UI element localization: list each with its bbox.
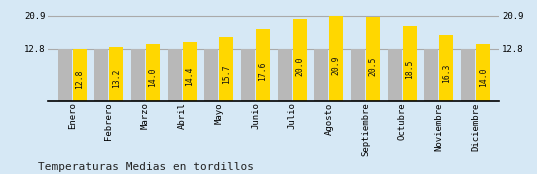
Bar	[351, 49, 365, 101]
Bar	[241, 49, 255, 101]
Bar	[314, 49, 328, 101]
Bar	[461, 49, 475, 101]
Text: 20.5: 20.5	[368, 56, 378, 76]
Text: 16.3: 16.3	[442, 63, 451, 83]
Bar	[403, 26, 417, 101]
Bar	[329, 16, 343, 101]
Text: 15.7: 15.7	[222, 64, 231, 84]
Bar	[183, 42, 197, 101]
Text: Temperaturas Medias en tordillos: Temperaturas Medias en tordillos	[38, 162, 253, 172]
Bar	[476, 44, 490, 101]
Bar	[146, 44, 160, 101]
Text: 14.0: 14.0	[149, 67, 157, 87]
Text: 13.2: 13.2	[112, 69, 121, 88]
Text: 12.8: 12.8	[75, 69, 84, 89]
Bar	[168, 49, 182, 101]
Text: 20.9: 20.9	[332, 56, 341, 75]
Text: 18.5: 18.5	[405, 60, 414, 79]
Text: 14.4: 14.4	[185, 66, 194, 86]
Bar	[205, 49, 219, 101]
Bar	[366, 17, 380, 101]
Text: 14.0: 14.0	[478, 67, 488, 87]
Bar	[388, 49, 402, 101]
Bar	[72, 49, 86, 101]
Bar	[110, 47, 124, 101]
Bar	[278, 49, 292, 101]
Bar	[439, 35, 453, 101]
Bar	[220, 37, 234, 101]
Bar	[95, 49, 108, 101]
Bar	[131, 49, 145, 101]
Bar	[424, 49, 438, 101]
Bar	[256, 29, 270, 101]
Text: 17.6: 17.6	[258, 61, 267, 81]
Text: 20.0: 20.0	[295, 57, 304, 76]
Bar	[57, 49, 71, 101]
Bar	[293, 19, 307, 101]
